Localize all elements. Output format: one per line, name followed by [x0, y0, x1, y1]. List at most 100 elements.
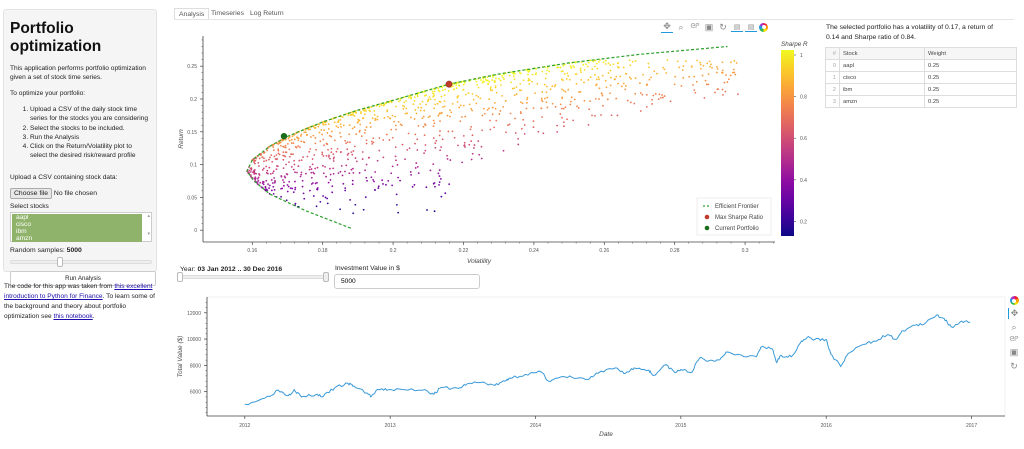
sample-point[interactable] — [695, 80, 698, 83]
sample-point[interactable] — [665, 72, 668, 74]
sample-point[interactable] — [363, 113, 366, 116]
sample-point[interactable] — [290, 153, 293, 156]
sample-point[interactable] — [402, 107, 405, 110]
sample-point[interactable] — [514, 132, 517, 134]
sample-point[interactable] — [484, 78, 487, 81]
sample-point[interactable] — [435, 139, 438, 142]
sample-point[interactable] — [387, 115, 389, 118]
sample-point[interactable] — [284, 144, 287, 147]
sample-point[interactable] — [408, 147, 411, 150]
sample-point[interactable] — [733, 71, 736, 74]
sample-point[interactable] — [317, 123, 320, 126]
sample-point[interactable] — [341, 116, 344, 118]
sample-point[interactable] — [347, 152, 350, 155]
sample-point[interactable] — [528, 79, 531, 82]
sample-point[interactable] — [510, 81, 513, 84]
sample-point[interactable] — [272, 170, 275, 173]
sample-point[interactable] — [259, 181, 262, 184]
sample-point[interactable] — [306, 133, 309, 136]
sample-point[interactable] — [514, 117, 516, 120]
sample-point[interactable] — [382, 104, 385, 107]
sample-point[interactable] — [281, 187, 284, 190]
sample-point[interactable] — [489, 128, 492, 131]
sample-point[interactable] — [391, 114, 394, 117]
sample-point[interactable] — [423, 109, 426, 112]
sample-point[interactable] — [585, 63, 587, 66]
sample-point[interactable] — [417, 106, 420, 109]
sample-point[interactable] — [564, 106, 567, 108]
sample-point[interactable] — [515, 86, 518, 88]
sample-point[interactable] — [711, 66, 713, 69]
sample-point[interactable] — [449, 159, 452, 161]
sample-point[interactable] — [663, 95, 666, 97]
sample-point[interactable] — [565, 77, 568, 80]
sample-point[interactable] — [255, 172, 257, 175]
sample-point[interactable] — [567, 88, 570, 91]
sample-point[interactable] — [522, 118, 525, 121]
sample-point[interactable] — [620, 85, 623, 88]
sample-point[interactable] — [634, 92, 637, 95]
sample-point[interactable] — [432, 163, 435, 166]
sample-point[interactable] — [320, 129, 323, 131]
sample-point[interactable] — [674, 75, 677, 78]
sample-point[interactable] — [322, 155, 325, 157]
sample-point[interactable] — [532, 120, 535, 123]
sample-point[interactable] — [567, 75, 570, 77]
sample-point[interactable] — [583, 99, 586, 102]
sample-point[interactable] — [290, 166, 293, 168]
sample-point[interactable] — [425, 103, 427, 106]
sample-point[interactable] — [628, 76, 631, 79]
sample-point[interactable] — [347, 158, 349, 161]
sample-point[interactable] — [495, 77, 497, 80]
sample-point[interactable] — [366, 179, 368, 182]
sample-point[interactable] — [730, 61, 732, 64]
sample-point[interactable] — [509, 112, 512, 115]
sample-point[interactable] — [495, 119, 498, 122]
sample-point[interactable] — [314, 137, 317, 139]
sample-point[interactable] — [617, 62, 620, 64]
sample-point[interactable] — [446, 158, 449, 160]
sample-point[interactable] — [607, 72, 610, 74]
sample-point[interactable] — [440, 111, 443, 114]
sample-point[interactable] — [292, 168, 295, 171]
sample-point[interactable] — [352, 167, 354, 170]
sample-point[interactable] — [353, 145, 356, 148]
sample-point[interactable] — [271, 172, 274, 175]
sample-point[interactable] — [481, 129, 484, 132]
sample-point[interactable] — [282, 158, 285, 161]
sample-point[interactable] — [724, 90, 727, 93]
table-row[interactable]: 1 cisco 0.25 — [825, 71, 1017, 84]
sample-point[interactable] — [433, 107, 436, 110]
sample-point[interactable] — [396, 164, 399, 166]
sample-point[interactable] — [461, 116, 463, 118]
sample-point[interactable] — [488, 98, 491, 101]
sample-point[interactable] — [312, 182, 314, 184]
sample-point[interactable] — [330, 135, 333, 138]
sample-point[interactable] — [332, 167, 335, 170]
sample-point[interactable] — [472, 98, 475, 101]
sample-point[interactable] — [702, 64, 705, 67]
sample-point[interactable] — [383, 116, 386, 119]
sample-point[interactable] — [434, 98, 436, 101]
sample-point[interactable] — [462, 134, 465, 137]
sample-point[interactable] — [682, 65, 685, 68]
sample-point[interactable] — [508, 74, 511, 77]
sample-point[interactable] — [594, 114, 596, 117]
sample-point[interactable] — [319, 200, 322, 203]
sample-point[interactable] — [365, 142, 368, 145]
sample-point[interactable] — [275, 154, 278, 156]
sample-point[interactable] — [607, 62, 610, 65]
sample-point[interactable] — [646, 83, 649, 86]
sample-point[interactable] — [330, 151, 333, 154]
sample-point[interactable] — [559, 66, 562, 69]
sample-point[interactable] — [616, 114, 619, 117]
sample-point[interactable] — [368, 107, 370, 110]
sample-point[interactable] — [579, 90, 582, 93]
sample-point[interactable] — [257, 179, 260, 182]
sample-point[interactable] — [351, 127, 354, 130]
sample-point[interactable] — [365, 176, 368, 179]
sample-point[interactable] — [498, 77, 500, 80]
sample-point[interactable] — [625, 72, 628, 75]
sample-point[interactable] — [271, 182, 274, 184]
sample-point[interactable] — [520, 112, 522, 115]
